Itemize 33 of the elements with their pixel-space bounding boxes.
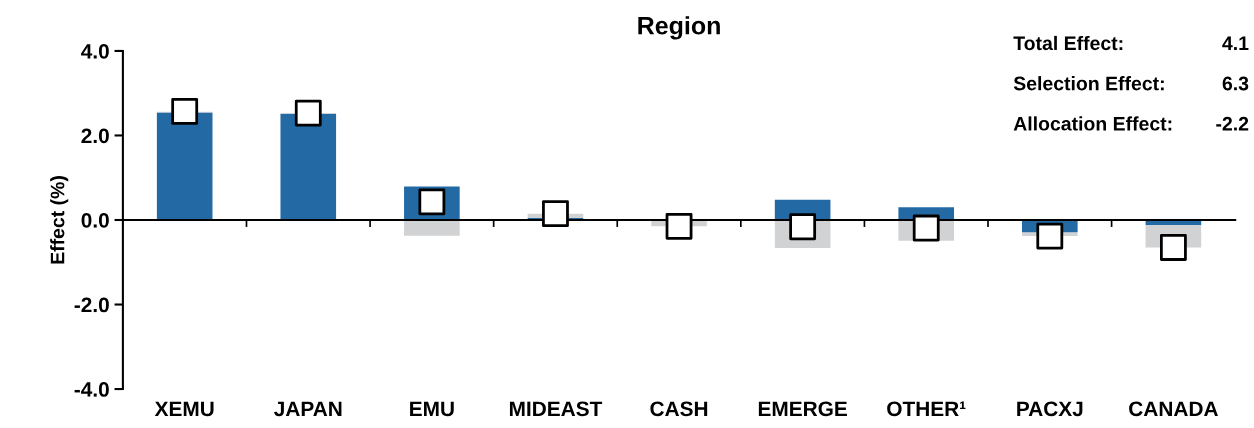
x-tick-label: JAPAN bbox=[274, 401, 342, 417]
annotation: 6.3 bbox=[1222, 76, 1249, 91]
x-tick-label: EMU bbox=[410, 401, 454, 417]
x-tick-label: PACXJ bbox=[1017, 401, 1083, 417]
y-axis-title: Effect (%) bbox=[50, 176, 69, 264]
y-tick-label: 4.0 bbox=[81, 43, 109, 59]
bar bbox=[156, 112, 213, 220]
annotation: -2.2 bbox=[1216, 116, 1249, 131]
x-tick-label: CASH bbox=[650, 401, 708, 417]
point bbox=[789, 213, 817, 241]
point bbox=[665, 212, 693, 240]
chart-title: Region bbox=[638, 16, 720, 40]
annotation: Allocation Effect: bbox=[1013, 116, 1172, 131]
x-tick-label: OTHER¹ bbox=[887, 401, 966, 417]
point bbox=[171, 97, 199, 125]
bar bbox=[404, 219, 460, 236]
point bbox=[912, 214, 940, 242]
y-tick-label: -4.0 bbox=[74, 382, 109, 397]
y-tick-label: 0.0 bbox=[81, 212, 109, 228]
text: 4.1 bbox=[1222, 36, 1249, 50]
bar bbox=[280, 113, 337, 220]
point bbox=[542, 200, 569, 228]
annotation: Selection Effect: bbox=[1013, 76, 1164, 91]
x-tick-label: EMERGE bbox=[758, 401, 847, 417]
x-tick-label: XEMU bbox=[154, 401, 214, 417]
y-tick-label: 2.0 bbox=[81, 128, 109, 144]
x-tick-label: CANADA bbox=[1129, 401, 1218, 417]
x-tick-label: MIDEAST bbox=[509, 401, 603, 417]
point bbox=[1159, 234, 1187, 261]
y-tick-label: -2.0 bbox=[74, 297, 109, 313]
point bbox=[1036, 222, 1064, 250]
text: Total Effect: bbox=[1013, 35, 1123, 51]
point bbox=[294, 99, 322, 127]
